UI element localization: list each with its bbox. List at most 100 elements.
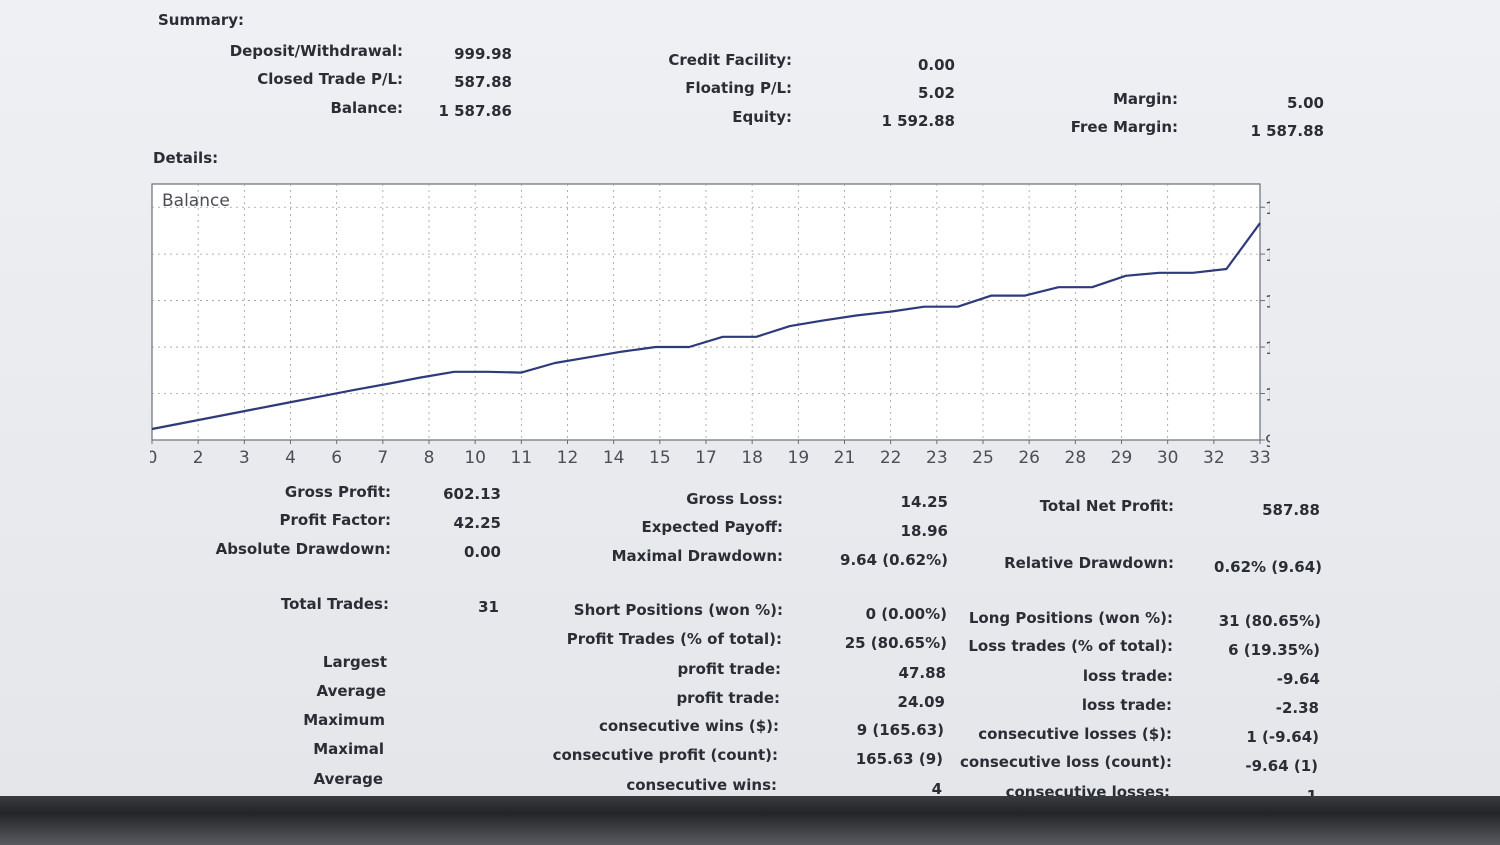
total-trades-label: Total Trades: (280, 595, 389, 613)
balance-chart: 1582145913371215109397102346781011121415… (150, 180, 1270, 480)
x-tick-label: 17 (695, 448, 717, 468)
gross-profit-value: 602.13 (443, 485, 501, 503)
x-tick-label: 15 (649, 448, 671, 468)
x-tick-label: 28 (1065, 448, 1087, 468)
short-positions-value: 0 (0.00%) (865, 605, 947, 623)
maximal-consecutive-loss-label: consecutive loss (count): (960, 753, 1172, 771)
x-tick-label: 4 (285, 448, 296, 468)
y-tick-label: 1215 (1265, 339, 1270, 359)
monitor-bezel (0, 796, 1500, 845)
profit-factor-label: Profit Factor: (279, 511, 391, 529)
average-loss-value: -2.38 (1275, 699, 1319, 717)
maximal-label: Maximal (313, 740, 384, 758)
expected-payoff-label: Expected Payoff: (641, 518, 783, 536)
avg-consecutive-wins-value: 4 (931, 780, 942, 798)
loss-trades-value: 6 (19.35%) (1228, 641, 1320, 659)
y-tick-label: 971 (1265, 432, 1270, 452)
total-trades-value: 31 (478, 598, 499, 616)
total-net-label: Total Net Profit: (1039, 497, 1174, 515)
maximal-consecutive-profit-value: 165.63 (9) (855, 750, 943, 768)
deposit-label: Deposit/Withdrawal: (229, 42, 403, 60)
relative-drawdown-label: Relative Drawdown: (1004, 554, 1174, 572)
x-tick-label: 12 (557, 448, 579, 468)
summary-heading: Summary: (158, 11, 245, 29)
maximal-drawdown-label: Maximal Drawdown: (611, 547, 783, 565)
x-tick-label: 14 (603, 448, 625, 468)
max-consecutive-wins-label: consecutive wins ($): (598, 717, 779, 735)
gross-profit-label: Gross Profit: (284, 483, 391, 501)
floating-value: 5.02 (917, 84, 955, 102)
x-tick-label: 18 (741, 448, 763, 468)
x-tick-label: 3 (239, 448, 250, 468)
profit-trades-label: Profit Trades (% of total): (566, 630, 782, 648)
long-positions-value: 31 (80.65%) (1218, 612, 1321, 630)
free-margin-label: Free Margin: (1070, 118, 1178, 136)
largest-profit-value: 47.88 (898, 664, 946, 682)
free-margin-value: 1 587.88 (1250, 122, 1324, 140)
average-consecutive-label: Average (313, 770, 383, 788)
balance-chart-svg: 1582145913371215109397102346781011121415… (150, 183, 1270, 468)
gross-loss-value: 14.25 (900, 493, 948, 511)
max-consecutive-wins-value: 9 (165.63) (856, 721, 944, 739)
x-tick-label: 11 (511, 448, 533, 468)
long-positions-label: Long Positions (won %): (968, 609, 1173, 627)
largest-profit-label: profit trade: (677, 660, 781, 678)
x-tick-label: 19 (788, 448, 810, 468)
floating-label: Floating P/L: (685, 79, 792, 97)
y-tick-label: 1093 (1265, 386, 1270, 406)
x-tick-label: 0 (150, 448, 157, 468)
x-tick-label: 26 (1018, 448, 1040, 468)
profit-trades-value: 25 (80.65%) (844, 634, 947, 652)
total-net-value: 587.88 (1262, 501, 1320, 519)
gross-loss-label: Gross Loss: (686, 490, 783, 508)
x-tick-label: 33 (1249, 448, 1270, 468)
short-positions-label: Short Positions (won %): (573, 601, 783, 619)
x-tick-label: 2 (193, 448, 204, 468)
maximum-label: Maximum (303, 711, 385, 729)
loss-trades-label: Loss trades (% of total): (968, 637, 1173, 655)
credit-label: Credit Facility: (668, 51, 792, 69)
margin-label: Margin: (1112, 90, 1178, 108)
y-tick-label: 1337 (1265, 293, 1270, 313)
x-tick-label: 22 (880, 448, 902, 468)
x-tick-label: 6 (331, 448, 342, 468)
x-tick-label: 23 (926, 448, 948, 468)
y-tick-label: 1582 (1265, 199, 1270, 219)
average-profit-label: profit trade: (676, 689, 780, 707)
expected-payoff-value: 18.96 (900, 522, 948, 540)
deposit-value: 999.98 (454, 45, 512, 63)
strategy-report-screen: Summary: Deposit/Withdrawal: 999.98 Clos… (0, 0, 1500, 805)
details-heading: Details: (153, 149, 219, 167)
profit-factor-value: 42.25 (453, 514, 501, 532)
x-tick-label: 10 (464, 448, 486, 468)
closed-pl-label: Closed Trade P/L: (257, 70, 403, 88)
chart-title: Balance (162, 191, 230, 211)
closed-pl-value: 587.88 (454, 73, 512, 91)
balance-line (151, 222, 1261, 431)
balance-value: 1 587.86 (438, 102, 512, 120)
average-label: Average (316, 682, 386, 700)
maximal-consecutive-loss-value: -9.64 (1) (1245, 757, 1318, 775)
balance-label: Balance: (330, 99, 403, 117)
relative-drawdown-value: 0.62% (9.64) (1214, 558, 1322, 576)
credit-value: 0.00 (917, 56, 955, 74)
avg-consecutive-wins-label: consecutive wins: (626, 776, 777, 794)
y-tick-label: 1459 (1265, 246, 1270, 266)
x-tick-label: 7 (377, 448, 388, 468)
average-profit-value: 24.09 (897, 693, 945, 711)
x-tick-label: 21 (834, 448, 856, 468)
maximal-consecutive-profit-label: consecutive profit (count): (552, 746, 778, 764)
x-tick-label: 29 (1111, 448, 1133, 468)
x-tick-label: 25 (972, 448, 994, 468)
absolute-drawdown-value: 0.00 (463, 543, 501, 561)
largest-loss-label: loss trade: (1082, 667, 1173, 685)
maximal-drawdown-value: 9.64 (0.62%) (840, 551, 948, 569)
absolute-drawdown-label: Absolute Drawdown: (215, 540, 391, 558)
equity-value: 1 592.88 (881, 112, 955, 130)
margin-value: 5.00 (1286, 94, 1324, 112)
max-consecutive-losses-label: consecutive losses ($): (978, 725, 1172, 743)
x-tick-label: 30 (1157, 448, 1179, 468)
x-tick-label: 8 (424, 448, 435, 468)
x-tick-label: 32 (1203, 448, 1225, 468)
largest-label: Largest (322, 653, 387, 671)
